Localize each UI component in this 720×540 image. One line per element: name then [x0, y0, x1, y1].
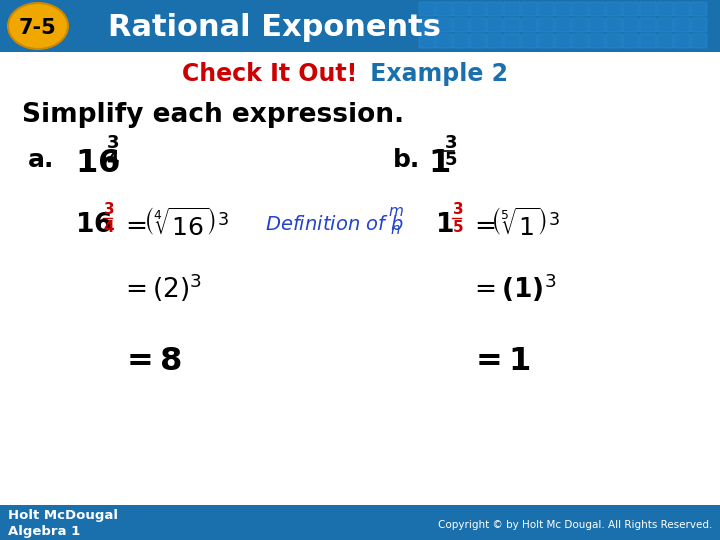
FancyBboxPatch shape — [589, 2, 605, 16]
FancyBboxPatch shape — [606, 2, 622, 16]
FancyBboxPatch shape — [623, 34, 639, 48]
FancyBboxPatch shape — [555, 2, 571, 16]
FancyBboxPatch shape — [453, 2, 469, 16]
FancyBboxPatch shape — [521, 34, 537, 48]
FancyBboxPatch shape — [572, 2, 588, 16]
FancyBboxPatch shape — [640, 18, 656, 32]
FancyBboxPatch shape — [470, 18, 486, 32]
FancyBboxPatch shape — [521, 18, 537, 32]
FancyBboxPatch shape — [623, 18, 639, 32]
Text: $\mathbf{3}$: $\mathbf{3}$ — [444, 134, 457, 152]
FancyBboxPatch shape — [470, 2, 486, 16]
FancyBboxPatch shape — [419, 18, 435, 32]
FancyBboxPatch shape — [691, 18, 707, 32]
Text: 7-5: 7-5 — [19, 18, 57, 38]
FancyBboxPatch shape — [657, 34, 673, 48]
FancyBboxPatch shape — [657, 2, 673, 16]
FancyBboxPatch shape — [589, 34, 605, 48]
Text: $\mathbf{3}$: $\mathbf{3}$ — [106, 134, 119, 152]
FancyBboxPatch shape — [674, 2, 690, 16]
Text: $\mathbf{4}$: $\mathbf{4}$ — [103, 219, 115, 235]
FancyBboxPatch shape — [436, 2, 452, 16]
FancyBboxPatch shape — [419, 34, 435, 48]
FancyBboxPatch shape — [572, 34, 588, 48]
Text: $=$: $=$ — [469, 212, 495, 238]
FancyBboxPatch shape — [555, 18, 571, 32]
FancyBboxPatch shape — [504, 34, 520, 48]
Text: $\mathbf{= 8}$: $\mathbf{= 8}$ — [120, 346, 181, 376]
FancyBboxPatch shape — [589, 18, 605, 32]
FancyBboxPatch shape — [504, 18, 520, 32]
FancyBboxPatch shape — [640, 34, 656, 48]
FancyBboxPatch shape — [691, 34, 707, 48]
FancyBboxPatch shape — [674, 18, 690, 32]
Text: $\mathbf{5}$: $\mathbf{5}$ — [452, 219, 464, 235]
Text: $\mathbf{16}$: $\mathbf{16}$ — [75, 147, 120, 179]
Ellipse shape — [8, 3, 68, 49]
FancyBboxPatch shape — [0, 505, 720, 540]
FancyBboxPatch shape — [504, 2, 520, 16]
Text: $\mathbf{1}$: $\mathbf{1}$ — [428, 147, 450, 179]
FancyBboxPatch shape — [572, 18, 588, 32]
Text: $\mathit{m}$: $\mathit{m}$ — [388, 205, 404, 219]
FancyBboxPatch shape — [538, 18, 554, 32]
FancyBboxPatch shape — [691, 2, 707, 16]
FancyBboxPatch shape — [487, 34, 503, 48]
Text: $\mathbf{16}$: $\mathbf{16}$ — [75, 212, 112, 238]
Text: Simplify each expression.: Simplify each expression. — [22, 102, 404, 128]
FancyBboxPatch shape — [657, 18, 673, 32]
FancyBboxPatch shape — [555, 34, 571, 48]
Text: $\left(\sqrt[4]{16}\right)^3$: $\left(\sqrt[4]{16}\right)^3$ — [143, 208, 229, 241]
Text: Example 2: Example 2 — [362, 62, 508, 86]
Text: $\mathbf{5}$: $\mathbf{5}$ — [444, 151, 457, 169]
Text: a.: a. — [28, 148, 55, 172]
FancyBboxPatch shape — [606, 18, 622, 32]
FancyBboxPatch shape — [453, 34, 469, 48]
Text: $\mathbf{3}$: $\mathbf{3}$ — [452, 201, 464, 217]
Text: $\mathbf{1}$: $\mathbf{1}$ — [435, 212, 454, 238]
Text: Check It Out!: Check It Out! — [181, 62, 357, 86]
FancyBboxPatch shape — [538, 34, 554, 48]
FancyBboxPatch shape — [487, 18, 503, 32]
FancyBboxPatch shape — [470, 34, 486, 48]
FancyBboxPatch shape — [487, 2, 503, 16]
Text: $\left(\sqrt[5]{1}\right)^3$: $\left(\sqrt[5]{1}\right)^3$ — [490, 208, 560, 241]
FancyBboxPatch shape — [606, 34, 622, 48]
Text: $\mathbf{= 1}$: $\mathbf{= 1}$ — [469, 346, 531, 376]
FancyBboxPatch shape — [521, 2, 537, 16]
FancyBboxPatch shape — [419, 2, 435, 16]
Text: $=\left(2\right)^3$: $=\left(2\right)^3$ — [120, 272, 202, 304]
FancyBboxPatch shape — [436, 34, 452, 48]
FancyBboxPatch shape — [436, 18, 452, 32]
FancyBboxPatch shape — [640, 2, 656, 16]
FancyBboxPatch shape — [0, 0, 720, 52]
Text: Algebra 1: Algebra 1 — [8, 524, 80, 537]
Text: Copyright © by Holt Mc Dougal. All Rights Reserved.: Copyright © by Holt Mc Dougal. All Right… — [438, 520, 712, 530]
FancyBboxPatch shape — [538, 2, 554, 16]
FancyBboxPatch shape — [453, 18, 469, 32]
Text: $=$: $=$ — [120, 212, 146, 238]
Text: Rational Exponents: Rational Exponents — [108, 14, 441, 43]
Text: $=\mathbf{(1)}^3$: $=\mathbf{(1)}^3$ — [469, 272, 557, 304]
Text: $\mathit{Definition\ of\ b}$: $\mathit{Definition\ of\ b}$ — [265, 215, 405, 234]
FancyBboxPatch shape — [623, 2, 639, 16]
Text: b.: b. — [393, 148, 420, 172]
Text: $\mathit{n}$: $\mathit{n}$ — [390, 222, 400, 238]
Text: Holt McDougal: Holt McDougal — [8, 510, 118, 523]
Text: $\mathbf{4}$: $\mathbf{4}$ — [106, 151, 120, 169]
Text: $\mathbf{3}$: $\mathbf{3}$ — [103, 201, 114, 217]
FancyBboxPatch shape — [674, 34, 690, 48]
